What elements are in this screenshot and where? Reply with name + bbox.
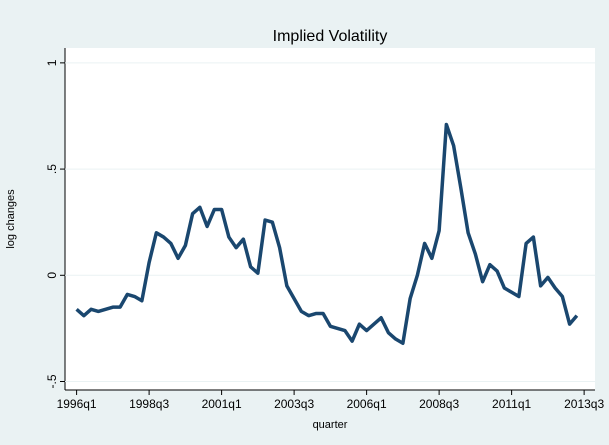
x-axis-label: quarter bbox=[313, 419, 348, 431]
x-tick-label: 2006q1 bbox=[347, 397, 387, 411]
y-axis-label: log changes bbox=[5, 189, 17, 249]
y-tick-label: .5 bbox=[45, 164, 59, 174]
y-tick-label: -.5 bbox=[45, 374, 59, 388]
x-tick-label: 2013q3 bbox=[564, 397, 604, 411]
y-tick-label: 1 bbox=[45, 59, 59, 66]
x-tick-label: 1996q1 bbox=[57, 397, 97, 411]
plot-region bbox=[65, 48, 595, 390]
x-tick-label: 1998q3 bbox=[129, 397, 169, 411]
x-tick-label: 2003q3 bbox=[274, 397, 314, 411]
x-tick-label: 2011q1 bbox=[492, 397, 531, 411]
data-line bbox=[75, 122, 579, 346]
chart-title: Implied Volatility bbox=[273, 28, 388, 45]
x-tick-label: 2008q3 bbox=[419, 397, 459, 411]
x-tick-label: 2001q1 bbox=[202, 397, 242, 411]
y-tick-label: 0 bbox=[45, 272, 59, 279]
